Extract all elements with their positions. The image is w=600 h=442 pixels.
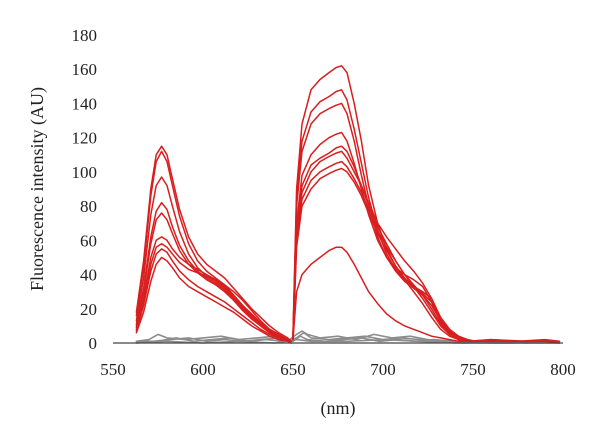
x-tick-label: 600 <box>190 360 216 379</box>
series-line-red <box>135 145 292 343</box>
series-line-red <box>292 160 561 343</box>
y-axis-title: Fluorescence intensity (AU) <box>27 87 48 291</box>
x-axis-ticks: 550 600 650 700 750 800 <box>100 360 576 379</box>
series-line-red <box>135 236 292 343</box>
series-line-red <box>135 248 292 344</box>
y-tick-label: 40 <box>80 266 97 285</box>
series-line-red <box>135 256 292 344</box>
series-line-red <box>135 243 292 343</box>
y-tick-label: 180 <box>72 26 98 45</box>
y-tick-label: 100 <box>72 163 98 182</box>
y-tick-label: 80 <box>80 197 97 216</box>
series-line-red <box>292 145 561 343</box>
y-tick-label: 20 <box>80 300 97 319</box>
x-tick-label: 800 <box>550 360 576 379</box>
plot-area <box>135 65 561 344</box>
y-tick-label: 120 <box>72 129 98 148</box>
x-axis-title: (nm) <box>321 398 356 419</box>
y-tick-label: 160 <box>72 60 98 79</box>
series-line-red <box>135 201 292 343</box>
series-line-red <box>292 150 561 343</box>
y-tick-label: 140 <box>72 94 98 113</box>
x-tick-label: 750 <box>460 360 486 379</box>
y-tick-label: 0 <box>89 334 98 353</box>
x-tick-label: 650 <box>280 360 306 379</box>
series-line-red <box>292 167 561 343</box>
y-axis-ticks: 0 20 40 60 80 100 120 140 160 180 <box>72 26 98 353</box>
series-line-gray <box>135 335 561 344</box>
x-tick-label: 700 <box>370 360 396 379</box>
y-tick-label: 60 <box>80 231 97 250</box>
x-tick-label: 550 <box>100 360 126 379</box>
series-line-red <box>292 102 561 343</box>
series-line-red <box>292 246 561 343</box>
series-line-red <box>135 212 292 343</box>
